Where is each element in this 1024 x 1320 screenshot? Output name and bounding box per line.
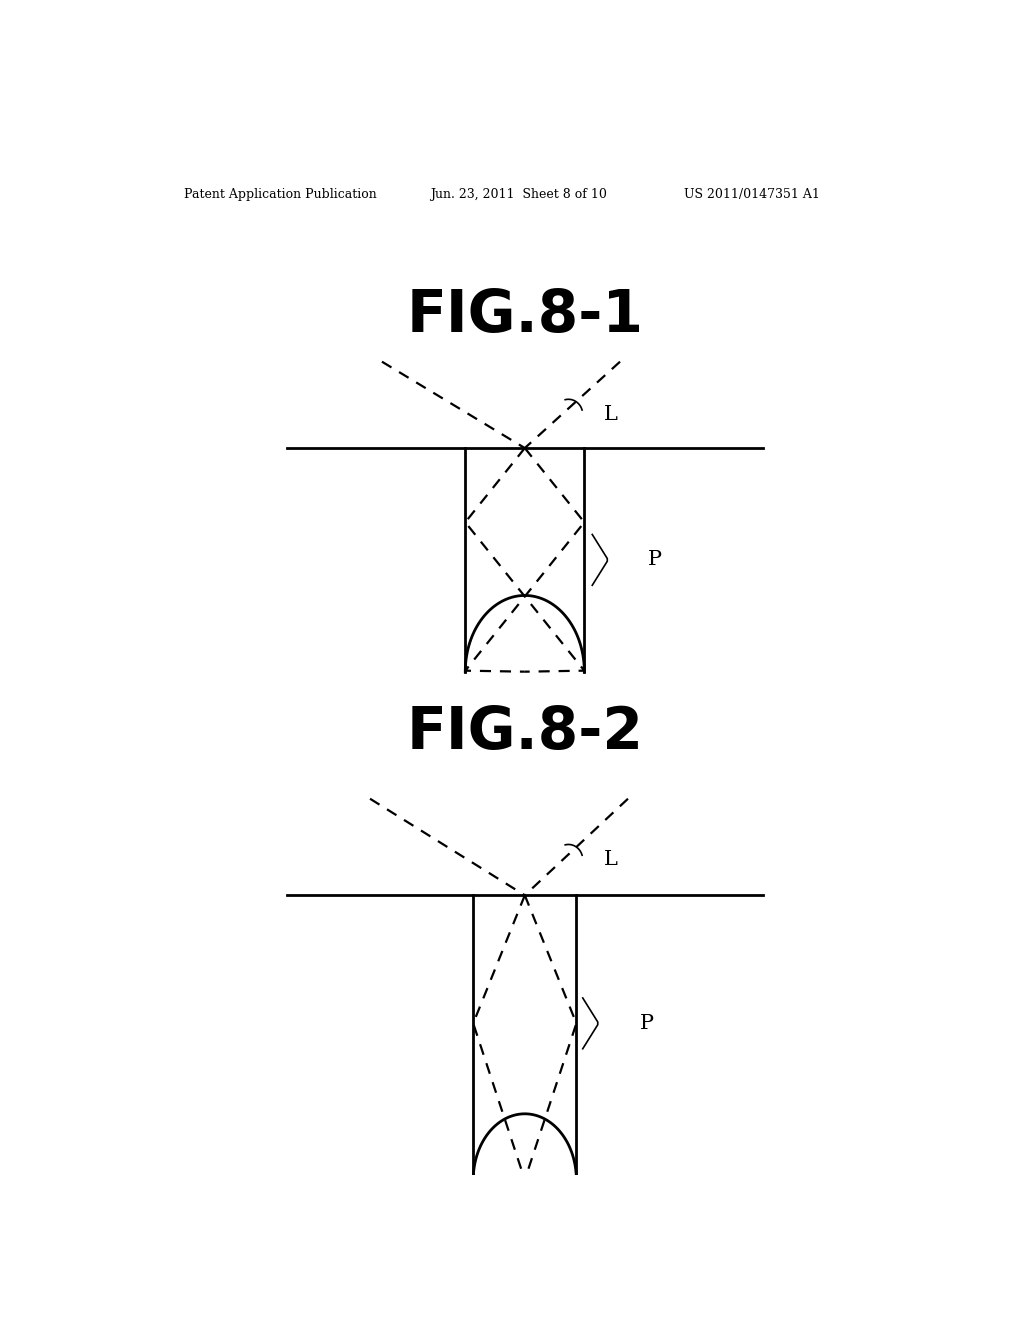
Text: L: L: [604, 405, 618, 424]
Text: Patent Application Publication: Patent Application Publication: [183, 189, 376, 202]
Text: US 2011/0147351 A1: US 2011/0147351 A1: [684, 189, 819, 202]
Text: FIG.8-1: FIG.8-1: [407, 288, 643, 345]
Text: FIG.8-2: FIG.8-2: [407, 704, 643, 762]
Text: P: P: [640, 1014, 654, 1032]
Text: L: L: [604, 850, 618, 869]
Text: Jun. 23, 2011  Sheet 8 of 10: Jun. 23, 2011 Sheet 8 of 10: [430, 189, 606, 202]
Text: P: P: [648, 550, 662, 569]
